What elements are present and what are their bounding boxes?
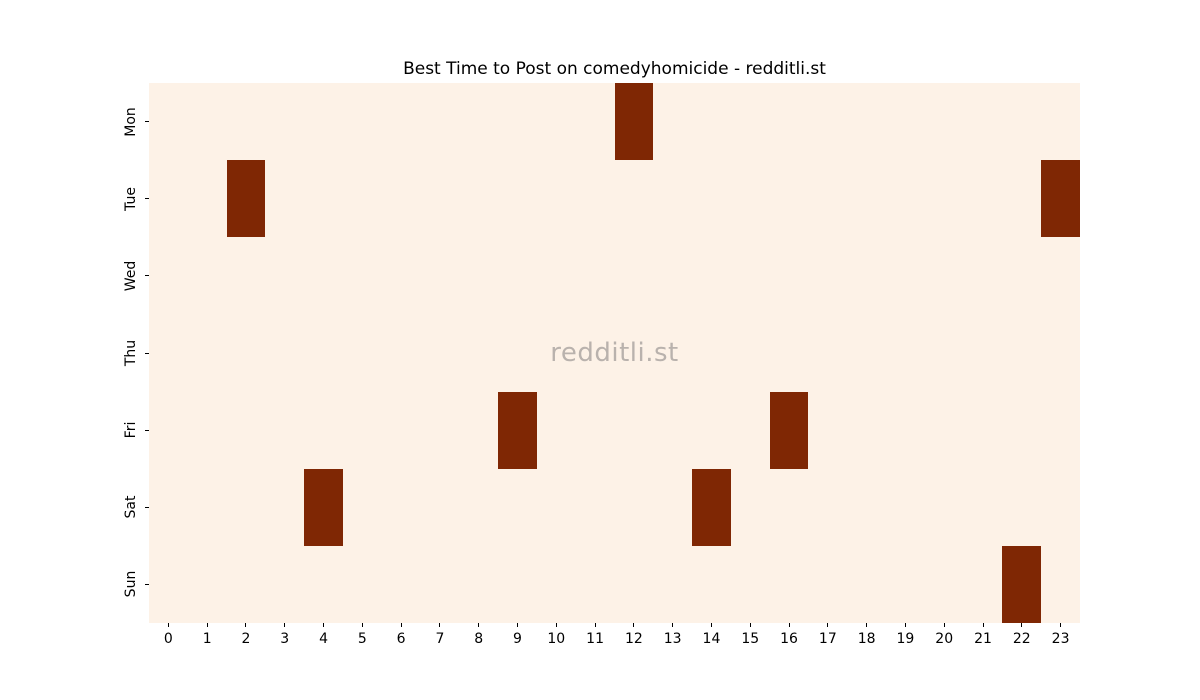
x-tick-label-15: 15 — [741, 631, 760, 647]
x-tick-label-14: 14 — [702, 631, 721, 647]
x-tick-mark-15 — [749, 623, 751, 627]
x-tick-mark-17 — [827, 623, 829, 627]
x-tick-label-6: 6 — [396, 631, 406, 647]
x-tick-mark-8 — [478, 623, 480, 627]
x-tick-label-11: 11 — [586, 631, 605, 647]
heatmap-cell-tue-23 — [1041, 160, 1080, 238]
x-tick-label-0: 0 — [163, 631, 173, 647]
x-tick-mark-12 — [633, 623, 635, 627]
x-tick-mark-20 — [943, 623, 945, 627]
y-tick-label-thu: Thu — [123, 339, 139, 367]
y-tick-label-mon: Mon — [123, 106, 139, 137]
x-tick-label-22: 22 — [1012, 631, 1031, 647]
heatmap-plot: redditli.st — [149, 83, 1080, 623]
x-tick-label-16: 16 — [780, 631, 798, 647]
x-tick-mark-13 — [672, 623, 674, 627]
y-tick-label-wed: Wed — [123, 260, 139, 292]
y-tick-label-tue: Tue — [123, 186, 139, 211]
heatmap-cell-sat-4 — [304, 468, 343, 546]
x-tick-mark-18 — [866, 623, 868, 627]
x-tick-mark-21 — [982, 623, 984, 627]
x-tick-label-20: 20 — [935, 631, 954, 647]
x-tick-label-1: 1 — [202, 631, 212, 647]
x-tick-mark-22 — [1021, 623, 1023, 627]
x-tick-label-2: 2 — [241, 631, 251, 647]
x-tick-mark-9 — [517, 623, 519, 627]
heatmap-cell-tue-2 — [226, 160, 266, 238]
watermark: redditli.st — [550, 338, 679, 368]
x-tick-mark-0 — [167, 623, 169, 627]
x-tick-label-17: 17 — [818, 631, 837, 647]
x-tick-mark-16 — [788, 623, 790, 627]
x-tick-label-13: 13 — [663, 631, 682, 647]
x-tick-mark-6 — [400, 623, 402, 627]
x-tick-label-10: 10 — [547, 631, 566, 647]
x-tick-label-21: 21 — [974, 631, 992, 647]
x-tick-label-8: 8 — [474, 631, 484, 647]
x-tick-mark-23 — [1060, 623, 1062, 627]
x-tick-mark-7 — [439, 623, 441, 627]
x-tick-label-23: 23 — [1051, 631, 1070, 647]
y-tick-label-sat: Sat — [123, 495, 139, 519]
x-tick-label-3: 3 — [280, 631, 290, 647]
x-tick-label-5: 5 — [357, 631, 367, 647]
y-tick-label-fri: Fri — [123, 421, 139, 439]
x-tick-label-7: 7 — [435, 631, 445, 647]
x-tick-label-12: 12 — [624, 631, 643, 647]
x-tick-mark-11 — [594, 623, 596, 627]
heatmap-cell-sun-22 — [1002, 545, 1042, 623]
x-tick-mark-10 — [555, 623, 557, 627]
x-tick-mark-4 — [323, 623, 325, 627]
heatmap-cell-fri-9 — [498, 391, 537, 469]
heatmap-cell-fri-16 — [769, 391, 809, 469]
heatmap-cell-mon-12 — [614, 83, 654, 161]
x-tick-mark-5 — [361, 623, 363, 627]
x-tick-mark-19 — [904, 623, 906, 627]
x-tick-mark-14 — [710, 623, 712, 627]
x-tick-label-18: 18 — [857, 631, 876, 647]
heatmap-cell-sat-14 — [692, 468, 731, 546]
x-tick-mark-3 — [284, 623, 286, 627]
y-tick-label-sun: Sun — [123, 571, 139, 598]
x-tick-mark-1 — [206, 623, 208, 627]
x-tick-label-19: 19 — [896, 631, 915, 647]
x-tick-label-9: 9 — [513, 631, 522, 647]
x-tick-mark-2 — [245, 623, 247, 627]
x-tick-label-4: 4 — [319, 631, 329, 647]
chart-title: Best Time to Post on comedyhomicide - re… — [403, 59, 826, 79]
